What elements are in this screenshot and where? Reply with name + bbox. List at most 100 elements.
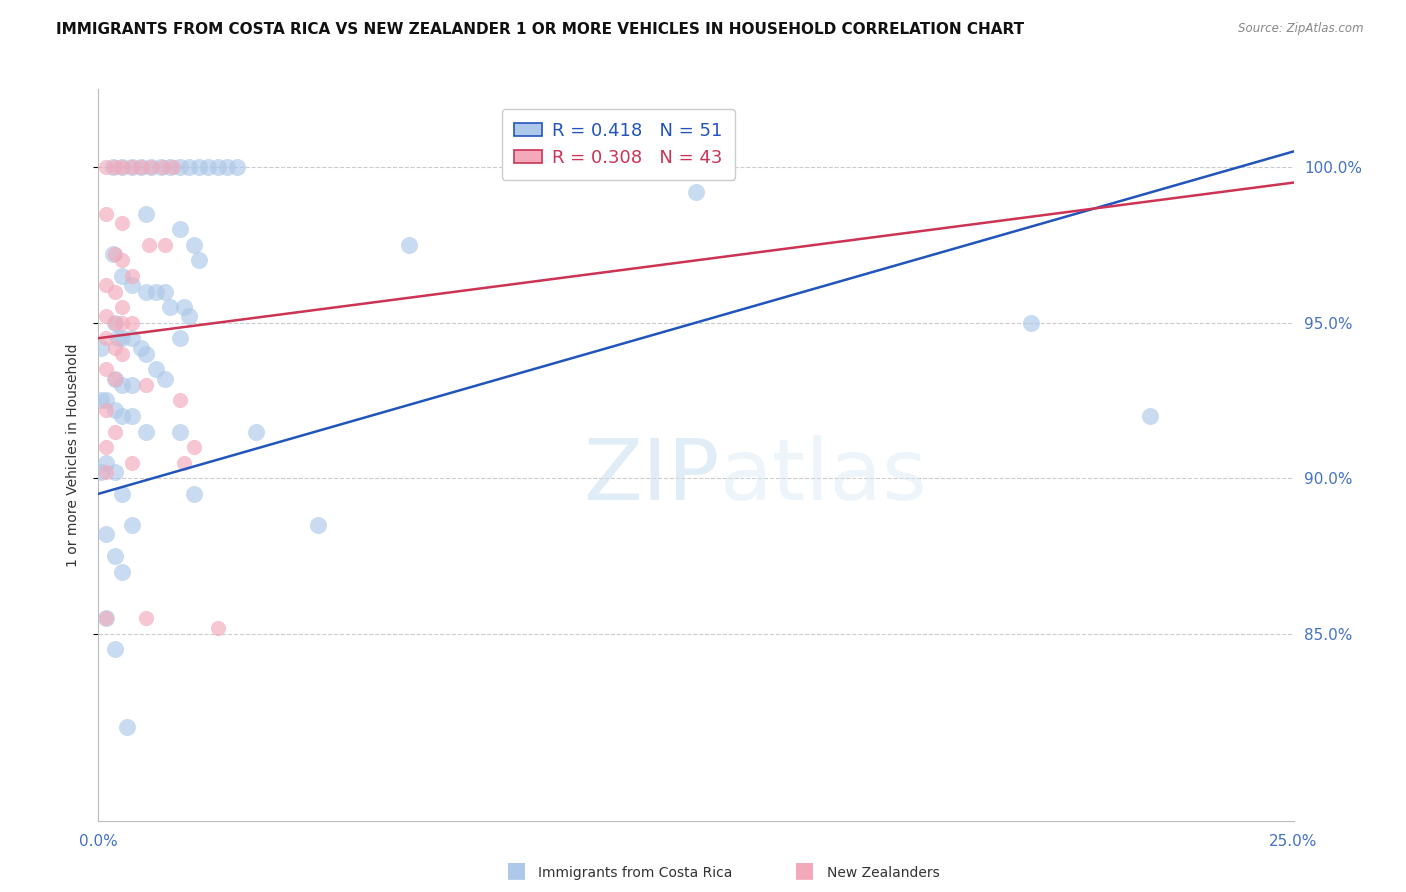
Point: [179, 160, 201, 174]
Point: [121, 278, 143, 293]
Point: [121, 316, 143, 330]
Point: [1019, 316, 1042, 330]
Point: [90, 393, 112, 408]
Point: [162, 160, 184, 174]
Point: [121, 160, 143, 174]
Point: [111, 409, 134, 423]
Point: [94, 362, 117, 376]
Point: [104, 341, 127, 355]
Point: [121, 331, 143, 345]
Legend: R = 0.418   N = 51, R = 0.308   N = 43: R = 0.418 N = 51, R = 0.308 N = 43: [502, 109, 735, 179]
Point: [169, 160, 191, 174]
Point: [94, 160, 117, 174]
Point: [183, 237, 205, 252]
Point: [121, 160, 143, 174]
Point: [111, 160, 134, 174]
Point: [155, 237, 177, 252]
Point: [138, 237, 160, 252]
Text: Immigrants from Costa Rica: Immigrants from Costa Rica: [538, 866, 733, 880]
Point: [104, 372, 127, 386]
Point: [145, 362, 167, 376]
Point: [187, 160, 209, 174]
Point: [94, 278, 117, 293]
Point: [94, 465, 117, 479]
Point: [104, 316, 127, 330]
Point: [90, 341, 112, 355]
Point: [111, 565, 134, 579]
Point: [183, 487, 205, 501]
Point: [226, 160, 249, 174]
Text: atlas: atlas: [720, 435, 928, 518]
Point: [104, 425, 127, 439]
Point: [131, 341, 153, 355]
Point: [111, 347, 134, 361]
Point: [104, 642, 127, 657]
Point: [135, 347, 157, 361]
Point: [1139, 409, 1161, 423]
Point: [104, 160, 127, 174]
Point: [107, 331, 129, 345]
Point: [94, 393, 117, 408]
Point: [307, 518, 329, 533]
Point: [139, 160, 162, 174]
Point: [145, 285, 167, 299]
Point: [187, 253, 209, 268]
Text: New Zealanders: New Zealanders: [827, 866, 939, 880]
Point: [169, 222, 191, 236]
Point: [179, 310, 201, 324]
Point: [131, 160, 153, 174]
Point: [155, 372, 177, 386]
Point: [173, 300, 195, 314]
Point: [101, 247, 124, 261]
Point: [135, 425, 157, 439]
Point: [135, 377, 157, 392]
Point: [111, 216, 134, 230]
Point: [104, 549, 127, 563]
Point: [121, 409, 143, 423]
Point: [155, 285, 177, 299]
Point: [149, 160, 172, 174]
Point: [245, 425, 267, 439]
Point: [685, 185, 707, 199]
Point: [131, 160, 153, 174]
Point: [159, 300, 181, 314]
Point: [104, 247, 127, 261]
Point: [94, 310, 117, 324]
Y-axis label: 1 or more Vehicles in Household: 1 or more Vehicles in Household: [66, 343, 80, 566]
Point: [169, 393, 191, 408]
Point: [135, 207, 157, 221]
Point: [135, 285, 157, 299]
Point: [90, 465, 112, 479]
Point: [111, 300, 134, 314]
Point: [104, 285, 127, 299]
Point: [111, 268, 134, 283]
Point: [94, 402, 117, 417]
Point: [111, 331, 134, 345]
Point: [94, 440, 117, 454]
Point: [111, 316, 134, 330]
Point: [121, 268, 143, 283]
Point: [94, 611, 117, 625]
Point: [94, 207, 117, 221]
Point: [101, 160, 124, 174]
Text: IMMIGRANTS FROM COSTA RICA VS NEW ZEALANDER 1 OR MORE VEHICLES IN HOUSEHOLD CORR: IMMIGRANTS FROM COSTA RICA VS NEW ZEALAN…: [56, 22, 1025, 37]
Point: [104, 316, 127, 330]
Point: [121, 377, 143, 392]
Point: [135, 611, 157, 625]
Point: [183, 440, 205, 454]
Point: [398, 237, 420, 252]
Point: [104, 402, 127, 417]
Point: [217, 160, 239, 174]
Point: [94, 331, 117, 345]
Point: [173, 456, 195, 470]
Point: [111, 160, 134, 174]
Point: [115, 720, 138, 734]
Point: [207, 160, 229, 174]
Point: [94, 611, 117, 625]
Point: [169, 331, 191, 345]
Point: [207, 621, 229, 635]
Text: ■: ■: [506, 861, 527, 880]
Point: [94, 456, 117, 470]
Text: Source: ZipAtlas.com: Source: ZipAtlas.com: [1239, 22, 1364, 36]
Point: [104, 372, 127, 386]
